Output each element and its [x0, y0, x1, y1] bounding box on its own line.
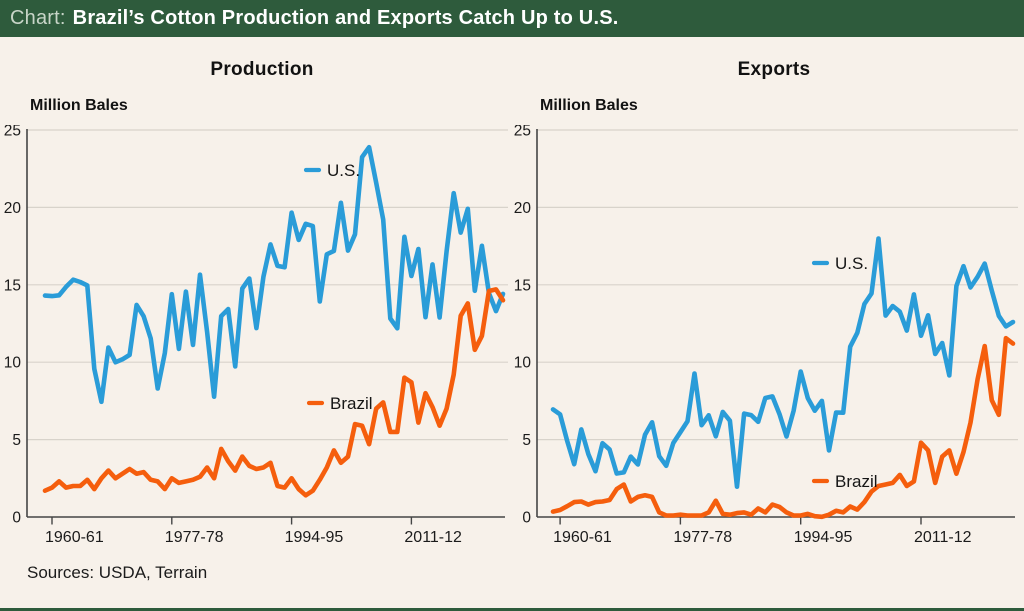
y-tick-label-25: 25 — [514, 125, 531, 140]
x-tick-label: 1960-61 — [45, 529, 104, 546]
legend-brazil-label: Brazil — [330, 394, 373, 413]
production-plot-canvas: 0 5 10 15 20 25 1960-61 1977-78 1994-95 2011-12 U.… — [4, 125, 508, 546]
y-tick-label-15: 15 — [514, 277, 531, 294]
production-chart-title: Production — [210, 59, 314, 80]
brazil-line — [550, 335, 1016, 520]
y-tick-label-5: 5 — [522, 432, 531, 449]
legend-us-label: U.S. — [835, 254, 868, 273]
legend-us-label: U.S. — [327, 161, 360, 180]
y-tick-label-10: 10 — [4, 355, 22, 372]
exports-chart-title: Exports — [737, 59, 811, 80]
y-tick-label-20: 20 — [514, 200, 532, 217]
title-bar: Chart: Brazil’s Cotton Production and Ex… — [0, 0, 1024, 37]
y-tick-label-5: 5 — [12, 432, 21, 449]
y-tick-label-15: 15 — [4, 277, 21, 294]
x-tick-label: 2011-12 — [914, 529, 972, 546]
legend-brazil-label: Brazil — [835, 472, 878, 491]
x-tick-label: 1960-61 — [553, 529, 612, 546]
exports-plot-canvas: 0 5 10 15 20 25 1960-61 1977-78 1994-95 2011-12 U.… — [514, 125, 1018, 546]
production-unit-label: Million Bales — [30, 97, 128, 114]
y-tick-label-0: 0 — [522, 510, 531, 527]
exports-unit-label: Million Bales — [540, 97, 638, 114]
page-title: Brazil’s Cotton Production and Exports C… — [72, 7, 619, 29]
production-chart: Production Million Bales 0 5 10 15 20 25 1960-… — [0, 37, 512, 559]
y-tick-label-10: 10 — [514, 355, 532, 372]
exports-chart: Exports Million Bales 0 5 10 15 20 25 1960-61 1… — [512, 37, 1024, 559]
x-tick-label: 1994-95 — [285, 529, 344, 546]
y-tick-label-25: 25 — [4, 125, 21, 140]
brazil-line — [42, 287, 506, 498]
us-line — [550, 236, 1016, 490]
sources-note: Sources: USDA, Terrain — [27, 563, 208, 582]
bottom-border — [0, 608, 1024, 611]
x-tick-label: 1977-78 — [165, 529, 224, 546]
x-tick-label: 2011-12 — [404, 529, 462, 546]
us-line — [42, 144, 506, 405]
title-prefix: Chart: — [10, 7, 66, 29]
x-tick-label: 1977-78 — [673, 529, 732, 546]
x-tick-label: 1994-95 — [794, 529, 853, 546]
y-tick-label-0: 0 — [12, 510, 21, 527]
y-tick-label-20: 20 — [4, 200, 22, 217]
